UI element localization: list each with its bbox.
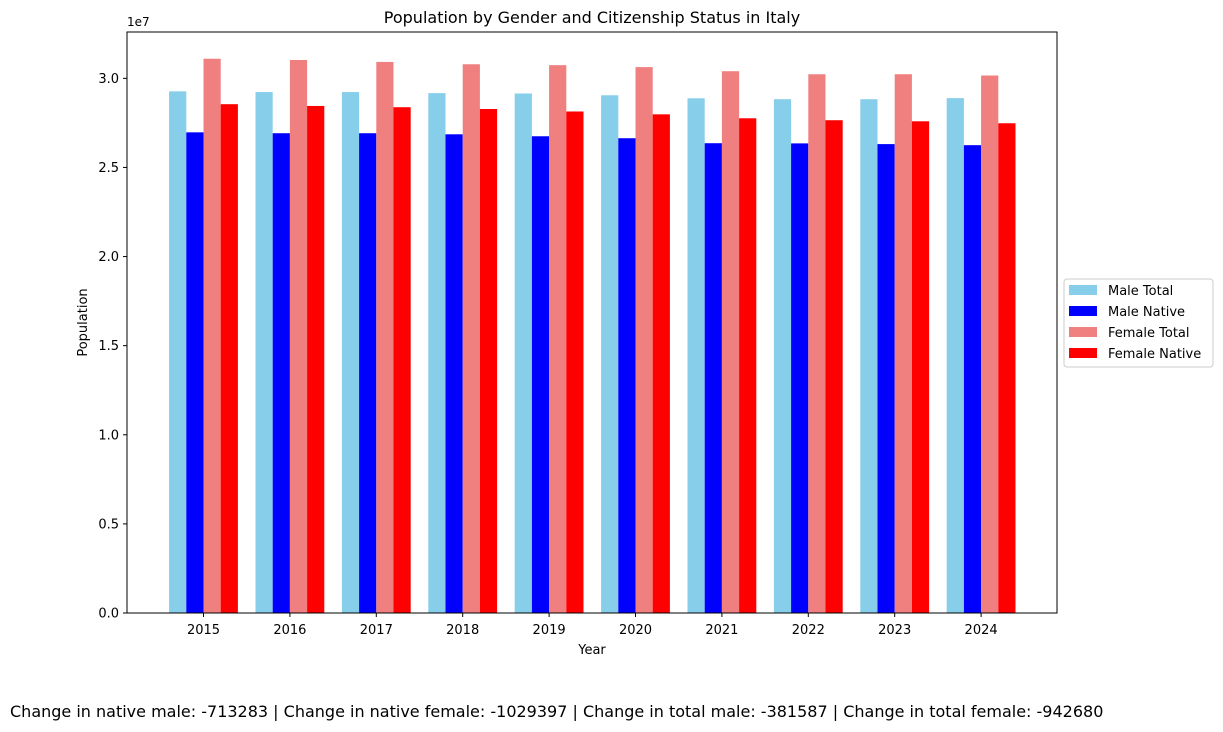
legend-label: Female Native — [1108, 347, 1201, 362]
bar-female-native-2018 — [479, 108, 498, 614]
bar-female-native-2019 — [566, 111, 584, 613]
bar-female-native-2021 — [739, 118, 757, 613]
bar-male-native-2016 — [272, 133, 290, 614]
bar-male-total-2024 — [946, 98, 964, 614]
bar-female-total-2020 — [635, 67, 653, 614]
legend-label: Male Native — [1108, 305, 1185, 320]
bar-male-total-2021 — [687, 98, 705, 613]
y-tick-label: 0.0 — [98, 607, 119, 622]
y-axis-offset-label: 1e7 — [127, 15, 150, 29]
legend: Male Total Male Native Female Total Female … — [1063, 278, 1214, 368]
bar-male-native-2022 — [791, 143, 809, 613]
bar-female-total-2022 — [808, 74, 826, 613]
y-axis: 0.0 0.5 1.0 1.5 2.0 2.5 3.0 — [98, 72, 127, 622]
bar-male-total-2022 — [773, 99, 792, 613]
bar-male-total-2019 — [514, 93, 532, 613]
bar-male-native-2018 — [445, 134, 463, 613]
bar-male-total-2023 — [860, 99, 878, 613]
x-tick-label: 2019 — [533, 623, 566, 638]
change-summary: Change in native male: -713283 | Change … — [10, 702, 1104, 721]
x-tick-label: 2021 — [705, 623, 738, 638]
bars-group — [169, 58, 1016, 614]
y-tick-label: 2.0 — [98, 250, 119, 265]
bar-female-total-2016 — [289, 59, 308, 614]
x-tick-label: 2020 — [619, 623, 652, 638]
chart-title: Population by Gender and Citizenship Sta… — [384, 8, 800, 27]
bar-female-native-2020 — [652, 114, 670, 613]
legend-box — [1063, 278, 1214, 368]
bar-female-total-2023 — [894, 74, 912, 613]
bar-female-total-2017 — [376, 61, 394, 614]
x-axis: 2015 2016 2017 2018 2019 2020 2021 2022 2023 2024 — [187, 613, 998, 638]
x-tick-label: 2023 — [878, 623, 911, 638]
y-tick-label: 3.0 — [98, 72, 119, 87]
bar-female-total-2018 — [462, 64, 480, 613]
y-tick-label: 1.0 — [98, 428, 119, 443]
legend-swatch — [1069, 306, 1097, 316]
bar-male-total-2020 — [601, 95, 619, 613]
bar-female-native-2015 — [220, 104, 238, 614]
bar-male-native-2021 — [704, 143, 722, 613]
legend-label: Male Total — [1108, 284, 1173, 299]
bar-female-total-2024 — [981, 75, 999, 613]
bar-female-native-2016 — [307, 105, 325, 613]
bar-male-native-2020 — [618, 138, 636, 613]
bar-male-native-2023 — [877, 144, 895, 613]
bar-female-native-2022 — [825, 120, 843, 613]
bar-male-native-2017 — [359, 133, 377, 614]
y-tick-label: 0.5 — [98, 517, 119, 532]
plot-frame — [126, 31, 1058, 614]
bar-male-total-2018 — [428, 93, 446, 613]
x-tick-label: 2024 — [965, 623, 998, 638]
x-tick-label: 2015 — [187, 623, 220, 638]
legend-label: Female Total — [1108, 326, 1190, 341]
bar-male-total-2016 — [255, 92, 273, 614]
bar-male-native-2024 — [963, 145, 982, 614]
y-tick-label: 2.5 — [98, 161, 119, 176]
bar-male-total-2017 — [341, 92, 360, 614]
bar-male-native-2015 — [186, 132, 204, 613]
x-tick-label: 2017 — [360, 623, 393, 638]
y-tick-label: 1.5 — [98, 339, 119, 354]
x-tick-label: 2018 — [446, 623, 479, 638]
bar-female-total-2019 — [549, 65, 567, 614]
bar-female-native-2017 — [393, 107, 411, 614]
bar-female-total-2015 — [203, 58, 221, 613]
legend-swatch — [1069, 285, 1097, 295]
legend-swatch — [1069, 348, 1097, 358]
x-tick-label: 2016 — [273, 623, 306, 638]
x-tick-label: 2022 — [792, 623, 825, 638]
bar-male-native-2019 — [531, 136, 550, 613]
x-axis-label: Year — [577, 643, 606, 658]
legend-swatch — [1069, 327, 1097, 337]
y-axis-label: Population — [76, 288, 91, 356]
bar-male-total-2015 — [169, 91, 187, 614]
bar-female-native-2024 — [998, 123, 1016, 613]
bar-female-native-2023 — [911, 121, 930, 614]
bar-female-total-2021 — [721, 71, 740, 613]
